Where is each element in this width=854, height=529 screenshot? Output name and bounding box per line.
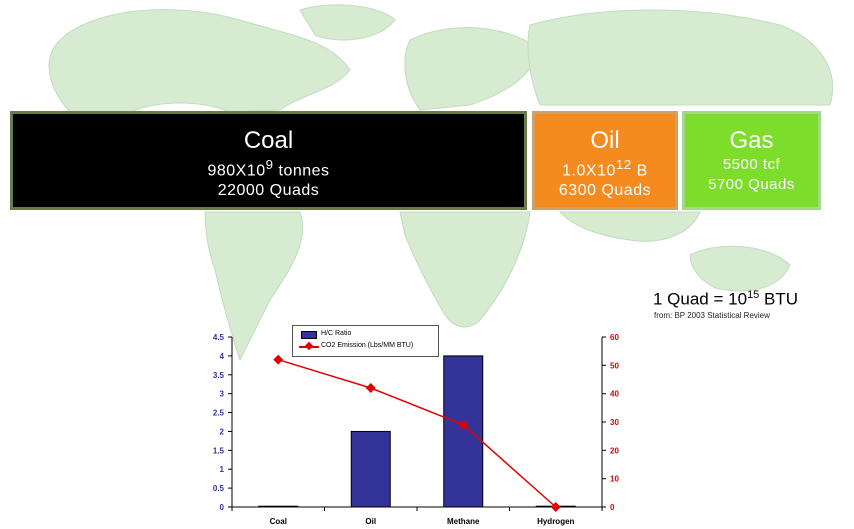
line-co2-emission: [278, 358, 557, 508]
north-america-shape: [48, 9, 351, 113]
left-tick-label: 4: [220, 352, 225, 361]
quad-exp: 15: [747, 289, 760, 301]
x-category-label: Coal: [270, 517, 287, 526]
asia-shape: [527, 9, 834, 106]
right-tick-label: 30: [610, 418, 619, 427]
bar-hc-ratio: [350, 430, 391, 508]
line-point-co2: [365, 383, 376, 393]
gas-energy: 5700 Quads: [708, 176, 795, 193]
right-tick-label: 40: [610, 390, 619, 399]
coal-title: Coal: [243, 127, 294, 154]
oil-title: Oil: [590, 127, 620, 154]
left-tick-label: 1: [220, 465, 225, 474]
bar-hc-ratio: [443, 355, 484, 508]
southeast-asia-shape: [558, 211, 701, 242]
legend-label-bar: H/C Ratio: [321, 330, 352, 337]
left-tick-label: 4.5: [213, 333, 225, 342]
south-america-shape: [204, 211, 304, 362]
gas-title: Gas: [729, 127, 774, 154]
oil-amount-suffix: B: [631, 162, 648, 180]
quad-definition: 1 Quad = 1015 BTU: [653, 289, 798, 310]
legend-marker-swatch: [304, 341, 314, 351]
coal-energy: 22000 Quads: [217, 182, 320, 200]
oil-amount-prefix: 1.0X10: [562, 162, 616, 180]
left-tick-label: 2.5: [213, 409, 225, 418]
gas-reserve-box: Gas 5500 tcf 5700 Quads: [682, 111, 821, 210]
bar-hc-ratio: [258, 505, 299, 508]
greenland-shape: [299, 4, 396, 41]
left-tick-label: 0: [220, 503, 225, 512]
x-category-label: Oil: [365, 517, 376, 526]
x-category-label: Hydrogen: [537, 517, 574, 526]
source-note: from: BP 2003 Statistical Review: [654, 311, 770, 320]
oil-reserve-box: Oil 1.0X1012 B 6300 Quads: [532, 111, 678, 210]
chart-legend: H/C Ratio CO2 Emission (Lbs/MM BTU): [292, 325, 439, 357]
right-tick-label: 0: [610, 503, 615, 512]
hc-co2-chart: 0 0.5 1 1.5 2 2.5 3 3.5 4 4.5 0 10 20 30 40 50 60 Coal Oil…: [213, 333, 620, 526]
coal-reserve-box: Coal 980X109 tonnes 22000 Quads: [10, 111, 527, 210]
right-tick-label: 50: [610, 361, 619, 370]
left-tick-label: 3: [220, 390, 225, 399]
coal-amount-exp: 9: [265, 157, 274, 172]
quad-suffix: BTU: [759, 289, 799, 309]
left-tick-label: 1.5: [213, 446, 225, 455]
oil-amount-exp: 12: [615, 157, 632, 172]
europe-shape: [404, 27, 541, 111]
quad-prefix: 1 Quad = 10: [653, 289, 748, 309]
coal-amount-suffix: tonnes: [273, 162, 330, 180]
right-tick-label: 10: [610, 475, 619, 484]
oil-energy: 6300 Quads: [558, 182, 652, 200]
line-point-co2: [550, 502, 561, 512]
left-tick-label: 2: [220, 427, 225, 436]
x-category-label: Methane: [447, 517, 480, 526]
legend-label-line: CO2 Emission (Lbs/MM BTU): [321, 342, 414, 349]
africa-shape: [399, 211, 531, 328]
oil-amount: 1.0X1012 B: [535, 155, 675, 181]
legend-bar-swatch: [301, 331, 317, 339]
line-point-co2: [273, 354, 284, 365]
left-tick-label: 0.5: [213, 484, 225, 493]
left-tick-label: 3.5: [213, 371, 225, 380]
coal-amount-prefix: 980X10: [207, 162, 266, 180]
right-tick-label: 20: [610, 446, 619, 455]
australia-shape: [689, 245, 791, 292]
right-tick-label: 60: [610, 333, 619, 342]
gas-amount: 5500 tcf: [722, 156, 781, 173]
coal-amount: 980X109 tonnes: [13, 155, 524, 181]
